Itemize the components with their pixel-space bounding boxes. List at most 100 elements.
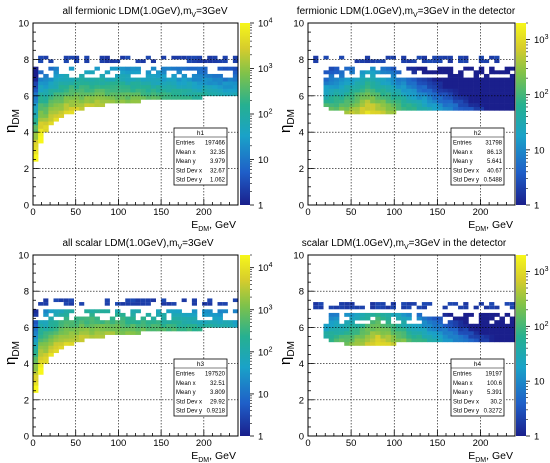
heatmap-cell [401, 305, 407, 310]
heatmap-cell [359, 316, 366, 321]
heatmap-cell [68, 103, 75, 108]
heatmap-cell [109, 323, 116, 328]
heatmap-cell [333, 95, 340, 100]
heatmap-cell [202, 59, 208, 64]
heatmap-cell [385, 327, 392, 332]
heatmap-cell [427, 59, 433, 64]
x-tick-label: 50 [346, 207, 357, 218]
z-tick-exponent: 3 [269, 63, 273, 70]
heatmap-cell [63, 338, 70, 343]
heatmap-cell [323, 81, 329, 86]
heatmap-cell [432, 338, 438, 343]
heatmap-cell [33, 320, 39, 325]
heatmap-cell [89, 331, 95, 335]
heatmap-cell [38, 88, 44, 93]
heatmap-cell [63, 92, 70, 97]
heatmap-cell [140, 59, 146, 64]
heatmap-cell [364, 77, 371, 82]
heatmap-cell [447, 73, 454, 78]
heatmap-cell [442, 55, 448, 60]
x-tick-label: 0 [305, 438, 310, 449]
heatmap-cell [197, 59, 203, 64]
heatmap-cell [33, 312, 39, 317]
heatmap-cell [232, 323, 239, 328]
heatmap-cell [458, 103, 464, 108]
heatmap-cell [359, 110, 366, 115]
x-tick-label: 100 [110, 438, 126, 449]
heatmap-cell [156, 95, 162, 100]
z-tick-label: 1 [534, 201, 539, 212]
heatmap-cell [483, 312, 490, 317]
heatmap-cell [33, 327, 39, 332]
heatmap-cell [232, 77, 239, 82]
heatmap-cell [401, 59, 407, 64]
heatmap-cell [166, 327, 172, 332]
heatmap-cell [478, 331, 485, 335]
heatmap-cell [161, 70, 167, 75]
stats-box-frame [450, 127, 505, 186]
heatmap-cell [68, 331, 75, 335]
heatmap-cell [463, 305, 469, 310]
heatmap-cell [354, 77, 361, 82]
heatmap-cell [197, 88, 203, 93]
heatmap-cell [53, 331, 59, 335]
heatmap-cell [473, 92, 480, 97]
heatmap-cell [432, 331, 438, 335]
heatmap-cell [227, 84, 234, 89]
heatmap-cell [328, 70, 335, 75]
heatmap-cell [79, 84, 85, 89]
heatmap-cell [406, 316, 412, 321]
heatmap-cell [202, 309, 208, 314]
heatmap-cell [38, 124, 44, 129]
heatmap-cell [463, 312, 469, 317]
heatmap-cell [33, 95, 39, 100]
heatmap-cell [375, 327, 381, 332]
heatmap-cell [109, 81, 116, 86]
z-tick-label: 10 [534, 145, 545, 156]
heatmap-cell [222, 66, 229, 71]
heatmap-cell [222, 77, 229, 82]
heatmap-cell [166, 77, 172, 82]
heatmap-cell [390, 305, 396, 310]
stats-row-value: 197466 [205, 141, 226, 147]
heatmap-cell [68, 320, 75, 325]
heatmap-cell [202, 92, 208, 97]
heatmap-cell [406, 106, 412, 111]
z-tick-exponent: 4 [269, 18, 273, 25]
heatmap-cell [191, 66, 198, 71]
heatmap-cell [370, 66, 376, 71]
heatmap-cell [115, 59, 121, 64]
heatmap-cell [452, 92, 459, 97]
y-tick-label: 8 [24, 287, 29, 298]
heatmap-cell [375, 92, 381, 97]
heatmap-cell [115, 73, 121, 78]
heatmap-cell [380, 316, 386, 321]
heatmap-cell [125, 66, 131, 71]
z-tick-base: 10 [258, 64, 269, 75]
heatmap-cell [447, 323, 454, 328]
heatmap-cell [509, 73, 516, 78]
heatmap-cell [140, 77, 147, 82]
heatmap-cell [452, 77, 459, 82]
heatmap-cell [359, 103, 366, 108]
stats-box-frame [173, 127, 228, 186]
heatmap-cell [349, 84, 355, 89]
heatmap-cell [217, 81, 223, 86]
heatmap-cell [339, 88, 345, 93]
plot-title: all scalar LDM(1.0GeV),mV=3GeV [62, 238, 213, 251]
heatmap-cell [432, 323, 438, 328]
heatmap-cell [354, 341, 361, 346]
heatmap-cell [344, 66, 350, 71]
y-tick-label: 0 [24, 432, 29, 443]
heatmap-cell [406, 327, 412, 332]
heatmap-cell [406, 334, 412, 339]
heatmap-cell [84, 320, 90, 325]
heatmap-cell [89, 334, 95, 339]
heatmap-cell [364, 84, 371, 89]
heatmap-cell [176, 320, 182, 325]
heatmap-cell [463, 323, 469, 328]
heatmap-cell [48, 323, 54, 328]
